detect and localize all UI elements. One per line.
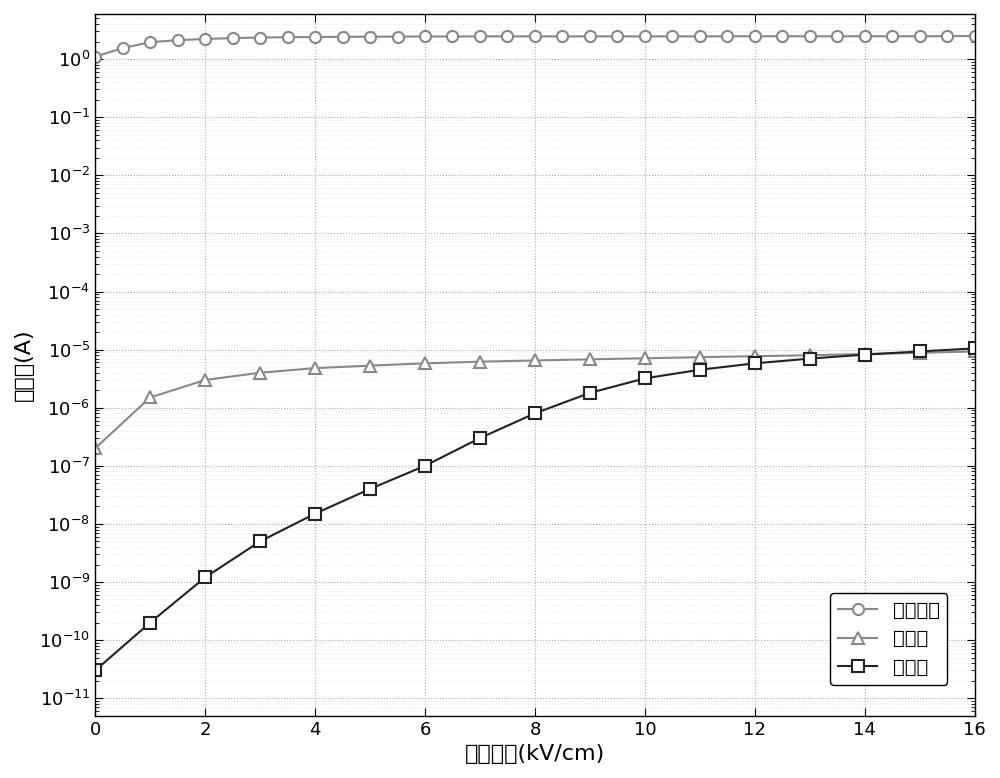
本发明 <box>584 355 596 364</box>
测量値 <box>254 537 266 546</box>
测量値 <box>749 359 761 368</box>
本发明 <box>639 353 651 363</box>
现有方法 <box>556 32 568 41</box>
测量値 <box>89 666 101 675</box>
测量値 <box>419 461 431 471</box>
测量値 <box>914 347 926 356</box>
本发明 <box>969 347 981 356</box>
X-axis label: 电场强度(kV/cm): 电场强度(kV/cm) <box>465 744 605 764</box>
测量値 <box>694 365 706 374</box>
现有方法 <box>474 32 486 41</box>
现有方法 <box>254 33 266 42</box>
现有方法 <box>941 32 953 41</box>
现有方法 <box>89 52 101 61</box>
现有方法 <box>804 32 816 41</box>
现有方法 <box>969 31 981 40</box>
测量値 <box>584 388 596 398</box>
测量値 <box>199 573 211 582</box>
现有方法 <box>199 34 211 44</box>
测量値 <box>144 618 156 627</box>
本发明 <box>914 349 926 358</box>
现有方法 <box>859 32 871 41</box>
现有方法 <box>831 32 843 41</box>
现有方法 <box>914 32 926 41</box>
本发明 <box>89 443 101 453</box>
现有方法 <box>584 32 596 41</box>
Legend: 现有方法, 本发明, 测量値: 现有方法, 本发明, 测量値 <box>830 593 947 685</box>
本发明 <box>364 361 376 370</box>
本发明 <box>254 368 266 377</box>
测量値 <box>639 373 651 383</box>
本发明 <box>199 375 211 384</box>
现有方法 <box>721 32 733 41</box>
测量値 <box>969 344 981 353</box>
Line: 现有方法: 现有方法 <box>90 30 980 62</box>
测量値 <box>529 408 541 418</box>
现有方法 <box>309 33 321 42</box>
本发明 <box>859 349 871 359</box>
现有方法 <box>666 32 678 41</box>
本发明 <box>419 359 431 368</box>
本发明 <box>309 363 321 373</box>
现有方法 <box>694 32 706 41</box>
现有方法 <box>886 32 898 41</box>
本发明 <box>749 352 761 361</box>
现有方法 <box>446 32 458 41</box>
测量値 <box>309 509 321 518</box>
本发明 <box>529 356 541 365</box>
现有方法 <box>227 33 239 43</box>
测量値 <box>804 354 816 363</box>
现有方法 <box>529 32 541 41</box>
本发明 <box>804 351 816 360</box>
Y-axis label: 暗电流(A): 暗电流(A) <box>14 328 34 401</box>
现有方法 <box>282 33 294 42</box>
现有方法 <box>117 44 129 53</box>
现有方法 <box>419 32 431 41</box>
测量値 <box>859 350 871 359</box>
现有方法 <box>611 32 623 41</box>
Line: 本发明: 本发明 <box>89 345 981 454</box>
现有方法 <box>501 32 513 41</box>
现有方法 <box>144 37 156 47</box>
Line: 测量値: 测量値 <box>90 343 980 676</box>
现有方法 <box>364 32 376 41</box>
本发明 <box>474 357 486 366</box>
现有方法 <box>172 36 184 45</box>
测量値 <box>364 484 376 493</box>
现有方法 <box>749 32 761 41</box>
现有方法 <box>392 32 404 41</box>
测量値 <box>474 433 486 443</box>
现有方法 <box>776 32 788 41</box>
本发明 <box>144 393 156 402</box>
现有方法 <box>639 32 651 41</box>
本发明 <box>694 352 706 362</box>
现有方法 <box>337 32 349 41</box>
